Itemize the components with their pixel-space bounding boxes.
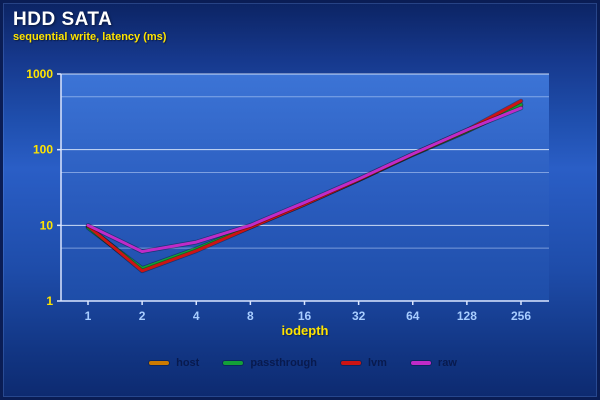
legend-label-host: host <box>176 357 200 369</box>
legend-label-lvm: lvm <box>367 357 387 369</box>
legend-item-host: host <box>149 357 199 369</box>
y-tick-label-1000: 1000 <box>26 67 53 81</box>
x-tick-label-256: 256 <box>511 309 531 323</box>
series-line-raw <box>86 106 523 254</box>
x-tick-label-128: 128 <box>457 309 477 323</box>
legend-item-raw: raw <box>410 357 457 369</box>
legend-item-passthrough: passthrough <box>223 357 317 369</box>
legend-label-passthrough: passthrough <box>250 357 317 369</box>
x-tick-label-4: 4 <box>193 309 200 323</box>
y-tick-label-100: 100 <box>33 143 53 157</box>
series-lines <box>85 98 524 274</box>
legend-swatch-raw <box>410 361 431 365</box>
x-tick-label-16: 16 <box>298 309 312 323</box>
legend-label-raw: raw <box>437 357 457 369</box>
x-tick-label-2: 2 <box>139 309 146 323</box>
chart-plot: 1 10 100 1000 1 2 4 8 16 32 64 128 256 <box>26 67 549 323</box>
y-tick-label-10: 10 <box>40 218 54 232</box>
legend-swatch-lvm <box>340 361 361 365</box>
plot-background <box>61 74 549 301</box>
x-tick-label-1: 1 <box>85 309 92 323</box>
x-axis-title: iodepth <box>281 323 329 338</box>
legend-swatch-passthrough <box>223 361 244 365</box>
tick-labels: 1 10 100 1000 1 2 4 8 16 32 64 128 256 <box>26 67 531 323</box>
x-tick-label-64: 64 <box>406 309 420 323</box>
x-tick-label-32: 32 <box>352 309 366 323</box>
y-tick-label-1: 1 <box>46 294 53 308</box>
legend: host passthrough lvm raw <box>3 357 600 369</box>
legend-swatch-host <box>149 361 170 365</box>
chart-subtitle: sequential write, latency (ms) <box>13 31 167 43</box>
x-tick-label-8: 8 <box>247 309 254 323</box>
chart-title: HDD SATA <box>13 9 113 30</box>
legend-item-lvm: lvm <box>340 357 387 369</box>
